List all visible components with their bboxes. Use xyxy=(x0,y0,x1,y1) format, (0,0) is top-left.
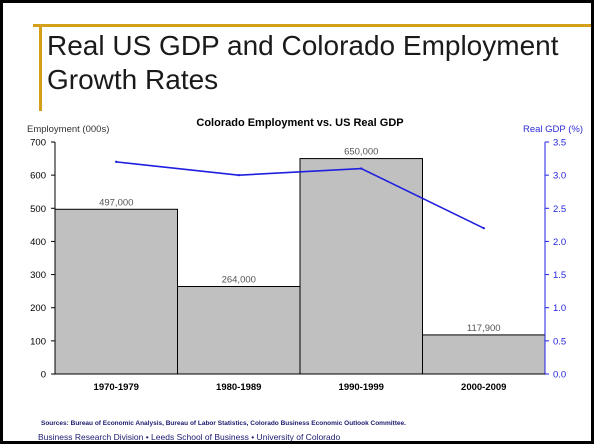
plot-area: 497,000 264,000 650,000 117,900 0 100 200 300 40… xyxy=(30,138,566,394)
y-right-tick-label: 2.5 xyxy=(553,204,566,215)
y-right-tick-label: 0.0 xyxy=(553,370,566,381)
bar-data-label: 497,000 xyxy=(99,197,133,208)
y-left-tick-label: 200 xyxy=(30,303,46,314)
y-right-tick-label: 2.0 xyxy=(553,237,566,248)
y-left-tick-label: 700 xyxy=(30,138,46,149)
y-left-tick-label: 100 xyxy=(30,336,46,347)
bar-2000-2009 xyxy=(422,334,546,375)
chart-title: Colorado Employment vs. US Real GDP xyxy=(196,117,403,129)
y-right-tick-label: 3.5 xyxy=(553,138,566,149)
bar-data-label: 650,000 xyxy=(344,147,378,158)
y-axis-right-label: Real GDP (%) xyxy=(523,124,583,135)
gdp-line xyxy=(116,161,485,229)
bar-1980-1989 xyxy=(177,286,301,375)
y-right-tick-label: 0.5 xyxy=(553,336,566,347)
title-accent-left xyxy=(39,25,42,111)
x-tick-label: 1980-1989 xyxy=(216,382,261,393)
y-left-tick-label: 400 xyxy=(30,237,46,248)
x-tick-label: 1970-1979 xyxy=(94,382,139,393)
bar-data-label: 264,000 xyxy=(222,275,256,286)
gdp-point xyxy=(482,226,485,230)
gdp-point xyxy=(115,160,118,164)
y-right-tick-label: 3.0 xyxy=(553,171,566,182)
bar-1970-1979 xyxy=(54,208,178,375)
y-axis-left-label: Employment (000s) xyxy=(27,124,109,135)
gdp-point xyxy=(360,167,363,170)
title-accent-top xyxy=(33,24,591,27)
footer-org: Business Research Division • Leeds Schoo… xyxy=(38,432,341,441)
y-left-tick-label: 0 xyxy=(41,370,46,381)
x-tick-label: 2000-2009 xyxy=(461,382,506,393)
y-left-tick-label: 500 xyxy=(30,204,46,215)
slide: Real US GDP and Colorado Employment Grow… xyxy=(3,3,591,441)
chart: Colorado Employment vs. US Real GDP Empl… xyxy=(27,117,583,394)
bar-1990-1999 xyxy=(299,158,423,375)
y-right-tick-label: 1.0 xyxy=(553,303,566,314)
slide-title: Real US GDP and Colorado Employment Grow… xyxy=(47,30,559,95)
y-left-tick-label: 600 xyxy=(30,171,46,182)
bar-data-label: 117,900 xyxy=(467,323,501,334)
y-left-tick-label: 300 xyxy=(30,270,46,281)
gdp-point xyxy=(237,173,240,177)
x-tick-label: 1990-1999 xyxy=(339,382,384,393)
y-right-tick-label: 1.5 xyxy=(553,270,566,281)
sources-note: Sources: Bureau of Economic Analysis, Bu… xyxy=(41,420,406,427)
